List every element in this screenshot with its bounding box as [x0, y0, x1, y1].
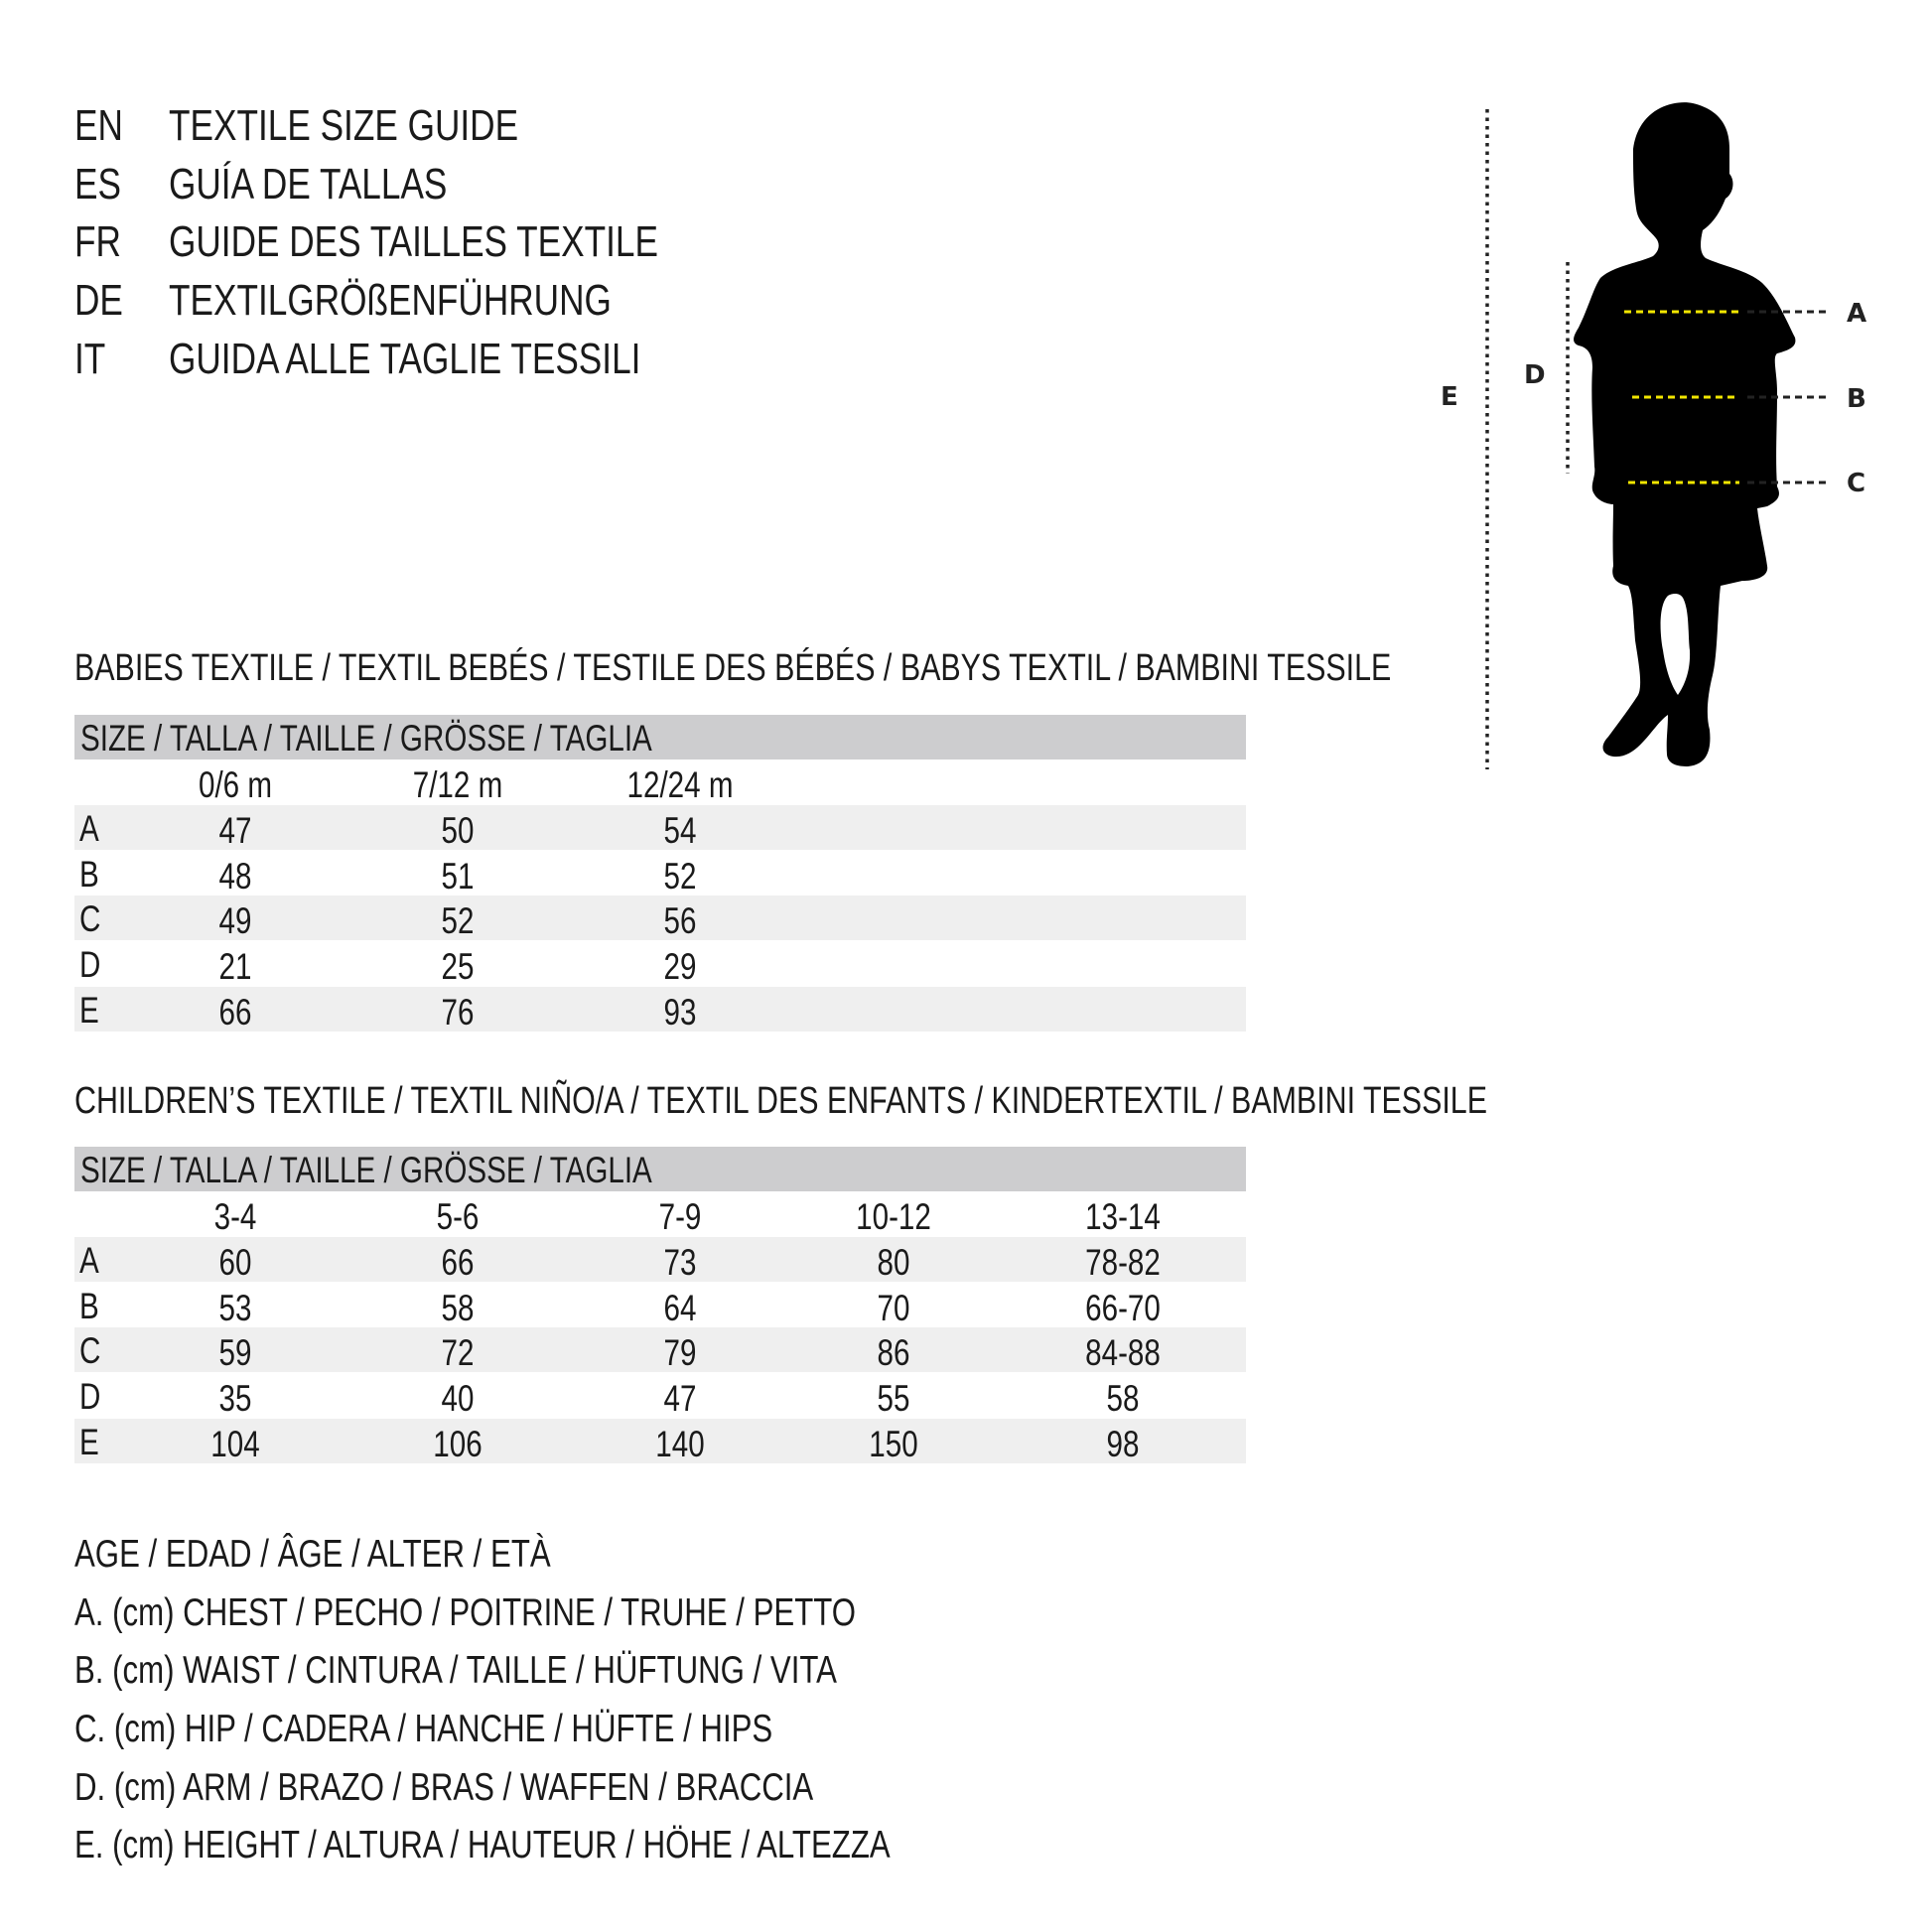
- table-cell: 51: [441, 855, 475, 897]
- row-label: B: [79, 1285, 99, 1326]
- column-header: 12/24 m: [626, 764, 734, 805]
- table-cell: 40: [441, 1378, 475, 1419]
- children-heading: CHILDREN’S TEXTILE / TEXTIL NIÑO/A / TEX…: [74, 1080, 1487, 1122]
- title-text: TEXTILGRÖßENFÜHRUNG: [169, 276, 612, 325]
- size-header-band: [74, 715, 1246, 759]
- row-label: E: [79, 989, 99, 1031]
- table-cell: 52: [441, 900, 475, 942]
- table-cell: 58: [441, 1287, 475, 1328]
- table-cell: 79: [663, 1332, 697, 1374]
- table-cell: 55: [877, 1378, 910, 1419]
- legend-height: E. (cm) HEIGHT / ALTURA / HAUTEUR / HÖHE…: [74, 1824, 891, 1866]
- title-text: TEXTILE SIZE GUIDE: [169, 101, 519, 150]
- size-header: SIZE / TALLA / TAILLE / GRÖSSE / TAGLIA: [80, 718, 652, 759]
- row-label: D: [79, 1376, 101, 1417]
- legend-waist: B. (cm) WAIST / CINTURA / TAILLE / HÜFTU…: [74, 1649, 837, 1692]
- table-cell: 84-88: [1085, 1332, 1161, 1374]
- row-label: B: [79, 853, 99, 895]
- table-cell: 59: [218, 1332, 252, 1374]
- row-stripe: [74, 1418, 1246, 1463]
- column-header: 3-4: [213, 1196, 257, 1237]
- label-e: E: [1441, 382, 1458, 412]
- column-header: 7/12 m: [412, 764, 503, 805]
- table-cell: 47: [218, 810, 252, 852]
- lang-code: IT: [74, 335, 106, 383]
- table-cell: 106: [433, 1423, 483, 1464]
- table-cell: 29: [663, 946, 697, 987]
- table-cell: 58: [1106, 1378, 1140, 1419]
- lang-code: EN: [74, 101, 123, 150]
- size-header: SIZE / TALLA / TAILLE / GRÖSSE / TAGLIA: [80, 1150, 652, 1190]
- table-cell: 150: [869, 1423, 918, 1464]
- row-label: A: [79, 1240, 99, 1282]
- table-cell: 47: [663, 1378, 697, 1419]
- child-silhouette-icon: [1574, 102, 1796, 767]
- table-cell: 86: [877, 1332, 910, 1374]
- table-cell: 53: [218, 1287, 252, 1328]
- row-stripe: [74, 1237, 1246, 1283]
- table-cell: 64: [663, 1287, 697, 1328]
- table-cell: 73: [663, 1242, 697, 1284]
- table-cell: 72: [441, 1332, 475, 1374]
- column-header: 0/6 m: [198, 764, 273, 805]
- table-cell: 104: [210, 1423, 260, 1464]
- row-stripe: [74, 805, 1246, 851]
- table-cell: 66: [218, 991, 252, 1033]
- row-label: D: [79, 944, 101, 985]
- label-b: B: [1847, 384, 1866, 414]
- column-header: 7-9: [658, 1196, 702, 1237]
- lang-code: ES: [74, 160, 121, 208]
- table-cell: 54: [663, 810, 697, 852]
- lang-code: FR: [74, 217, 121, 266]
- table-cell: 50: [441, 810, 475, 852]
- title-text: GUIDA ALLE TAGLIE TESSILI: [169, 335, 641, 383]
- table-cell: 80: [877, 1242, 910, 1284]
- table-cell: 52: [663, 855, 697, 897]
- table-cell: 140: [655, 1423, 705, 1464]
- row-stripe: [74, 896, 1246, 941]
- table-cell: 48: [218, 855, 252, 897]
- table-cell: 49: [218, 900, 252, 942]
- table-cell: 98: [1106, 1423, 1140, 1464]
- title-text: GUIDE DES TAILLES TEXTILE: [169, 217, 658, 266]
- table-cell: 21: [218, 946, 252, 987]
- table-cell: 76: [441, 991, 475, 1033]
- row-label: C: [79, 898, 101, 940]
- row-label: A: [79, 808, 99, 850]
- title-text: GUÍA DE TALLAS: [169, 160, 448, 208]
- legend-age: AGE / EDAD / ÂGE / ALTER / ETÀ: [74, 1533, 551, 1576]
- column-header: 10-12: [856, 1196, 931, 1237]
- row-stripe: [74, 1327, 1246, 1373]
- label-c: C: [1847, 469, 1865, 498]
- table-cell: 56: [663, 900, 697, 942]
- label-d: D: [1524, 360, 1546, 390]
- table-cell: 93: [663, 991, 697, 1033]
- label-a: A: [1847, 299, 1866, 329]
- column-header: 13-14: [1085, 1196, 1161, 1237]
- row-label: C: [79, 1330, 101, 1372]
- table-cell: 35: [218, 1378, 252, 1419]
- row-label: E: [79, 1421, 99, 1462]
- legend-arm: D. (cm) ARM / BRAZO / BRAS / WAFFEN / BR…: [74, 1766, 814, 1809]
- table-cell: 60: [218, 1242, 252, 1284]
- babies-heading: BABIES TEXTILE / TEXTIL BEBÉS / TESTILE …: [74, 647, 1392, 689]
- column-header: 5-6: [436, 1196, 480, 1237]
- table-cell: 66: [441, 1242, 475, 1284]
- table-cell: 66-70: [1085, 1287, 1161, 1328]
- size-header-band: [74, 1147, 1246, 1191]
- table-cell: 70: [877, 1287, 910, 1328]
- row-stripe: [74, 986, 1246, 1032]
- legend-hip: C. (cm) HIP / CADERA / HANCHE / HÜFTE / …: [74, 1708, 773, 1750]
- table-cell: 78-82: [1085, 1242, 1161, 1284]
- lang-code: DE: [74, 276, 123, 325]
- table-cell: 25: [441, 946, 475, 987]
- legend-chest: A. (cm) CHEST / PECHO / POITRINE / TRUHE…: [74, 1591, 857, 1634]
